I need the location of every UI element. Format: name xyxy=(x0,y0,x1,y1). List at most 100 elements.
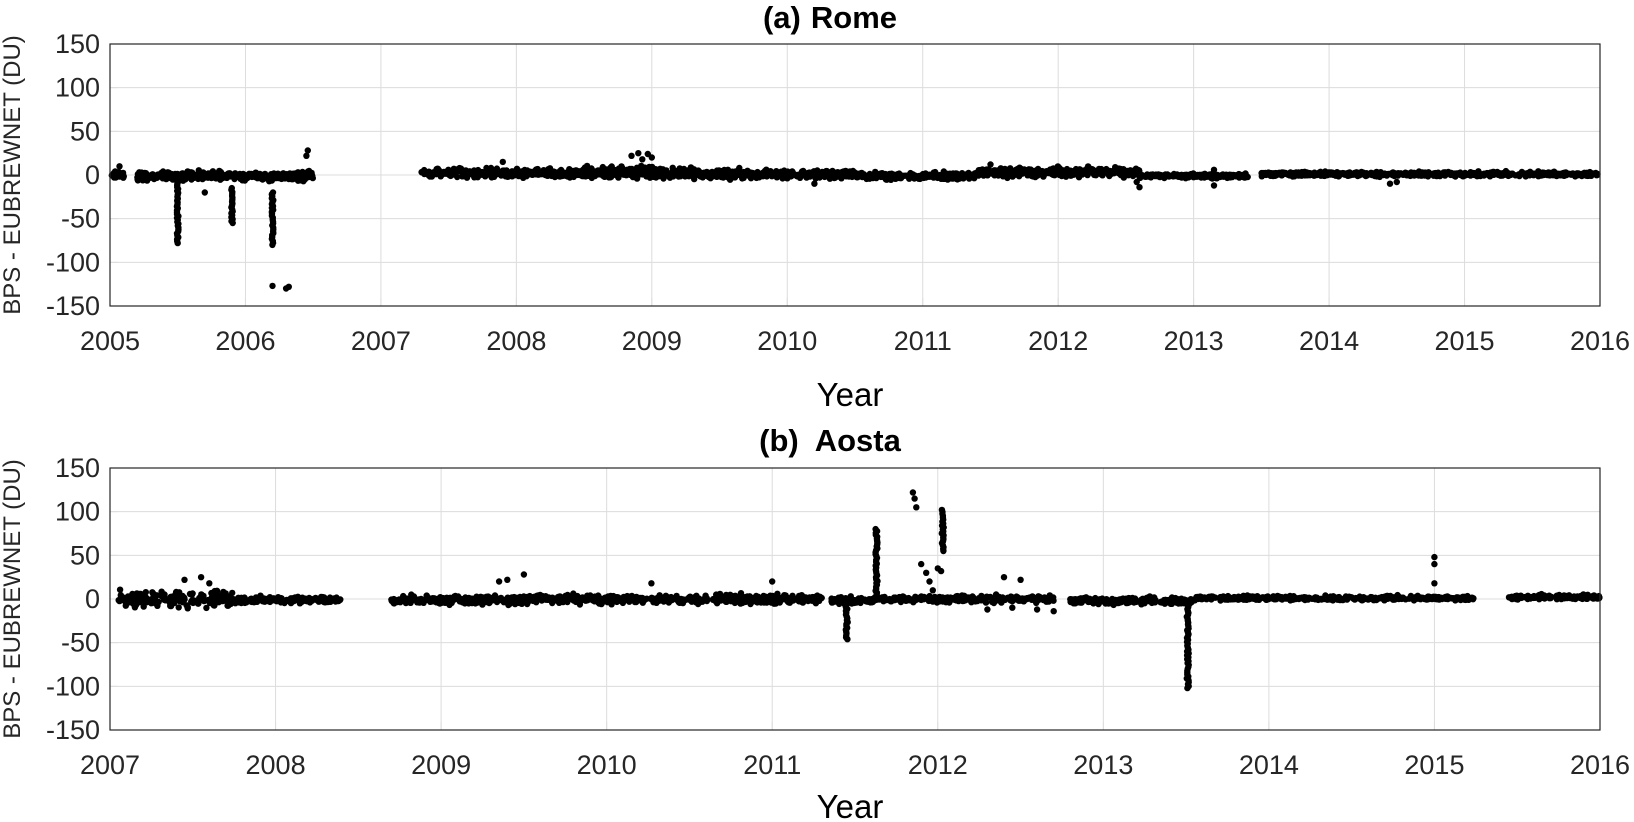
data-point xyxy=(1205,593,1213,601)
data-point xyxy=(1183,171,1190,178)
data-point xyxy=(269,282,276,290)
data-point xyxy=(1377,169,1384,177)
data-point xyxy=(1336,596,1344,604)
data-point xyxy=(229,219,236,227)
data-point xyxy=(1136,184,1143,191)
data-point xyxy=(576,601,584,608)
data-point xyxy=(119,173,127,180)
data-point xyxy=(1312,171,1319,178)
data-point xyxy=(201,189,208,196)
data-point xyxy=(635,150,642,157)
data-point xyxy=(300,596,307,603)
data-point xyxy=(1268,595,1276,602)
data-point xyxy=(1124,599,1132,607)
data-point xyxy=(1021,595,1029,603)
data-point xyxy=(962,597,969,604)
data-point xyxy=(475,595,482,602)
data-point xyxy=(956,595,964,602)
data-point xyxy=(767,169,775,176)
data-point xyxy=(1046,592,1054,599)
data-point xyxy=(237,175,244,182)
data-point xyxy=(1281,170,1289,177)
data-point xyxy=(155,598,162,606)
data-point xyxy=(1084,163,1092,170)
data-point xyxy=(134,177,142,184)
data-point xyxy=(166,599,173,606)
panel-rome: 2005 2006 2007 2008 2009 2010 2011 2012 2013 2014… xyxy=(0,0,1630,413)
data-point xyxy=(857,598,865,605)
panel-aosta: 2007 2008 2009 2010 2011 2012 2013 2014 2015 2016… xyxy=(0,423,1630,822)
data-point xyxy=(1056,171,1063,179)
data-point xyxy=(1527,169,1534,177)
data-point xyxy=(1131,595,1139,602)
data-point xyxy=(1033,596,1041,603)
data-point xyxy=(259,598,266,605)
data-point xyxy=(1210,166,1218,173)
data-point xyxy=(407,599,414,606)
data-point xyxy=(1398,594,1405,602)
data-point xyxy=(417,596,425,603)
data-point xyxy=(225,602,232,609)
panel-label-a: (a) xyxy=(763,0,801,35)
data-point xyxy=(285,597,293,605)
data-point xyxy=(457,165,465,172)
data-point xyxy=(1090,596,1098,604)
data-point xyxy=(1262,171,1269,178)
data-point xyxy=(232,170,239,177)
data-point xyxy=(529,171,536,178)
data-point xyxy=(400,592,407,600)
data-point xyxy=(607,592,614,600)
data-point xyxy=(926,592,933,600)
data-point xyxy=(1255,594,1262,601)
data-point xyxy=(195,175,202,183)
data-point xyxy=(639,156,646,163)
data-point xyxy=(671,167,678,174)
data-point xyxy=(1389,169,1397,176)
data-point xyxy=(715,594,723,601)
data-point xyxy=(649,170,656,177)
data-point xyxy=(811,180,818,187)
data-point xyxy=(508,173,516,180)
data-point xyxy=(675,172,683,179)
data-point xyxy=(615,173,622,180)
data-point xyxy=(123,595,130,602)
data-point xyxy=(1149,596,1156,604)
data-point xyxy=(489,169,496,176)
data-point xyxy=(631,595,639,602)
data-point xyxy=(806,594,813,601)
data-point xyxy=(220,172,227,179)
data-point xyxy=(595,592,602,599)
data-point xyxy=(141,173,148,180)
data-point xyxy=(1534,592,1542,600)
data-point xyxy=(1578,592,1586,600)
data-point xyxy=(1386,180,1394,187)
data-point xyxy=(483,595,490,602)
data-point xyxy=(490,597,497,604)
data-point xyxy=(918,172,926,179)
data-point xyxy=(1072,169,1080,176)
data-point xyxy=(1291,173,1298,180)
data-point xyxy=(285,283,292,290)
data-point xyxy=(690,171,698,178)
data-point xyxy=(516,168,523,176)
x-tick-label: 2012 xyxy=(1028,326,1088,356)
data-point xyxy=(1421,172,1428,179)
data-point xyxy=(581,169,588,176)
data-point xyxy=(172,594,180,601)
data-point xyxy=(1348,594,1355,601)
data-point xyxy=(581,164,589,171)
data-point xyxy=(140,603,147,610)
data-point xyxy=(640,170,648,177)
data-points-aosta xyxy=(115,489,1603,692)
data-point xyxy=(1448,169,1455,177)
data-point xyxy=(471,169,479,176)
data-point xyxy=(784,598,792,605)
data-point xyxy=(226,170,233,177)
data-point xyxy=(1351,169,1358,177)
data-point xyxy=(956,175,963,182)
data-point xyxy=(917,596,924,603)
data-point xyxy=(766,595,773,602)
x-tick-label: 2005 xyxy=(80,326,140,356)
data-point xyxy=(229,589,236,597)
data-point xyxy=(524,167,531,174)
